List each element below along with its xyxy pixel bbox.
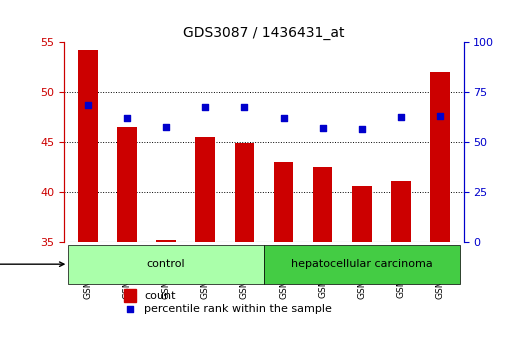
Bar: [391, 181, 410, 242]
Title: GDS3087 / 1436431_at: GDS3087 / 1436431_at: [183, 26, 345, 40]
Point: [436, 114, 444, 119]
Point: [318, 126, 327, 131]
Bar: [235, 143, 254, 242]
Bar: [313, 167, 332, 242]
Point: [162, 125, 170, 130]
Point: [241, 105, 249, 110]
Bar: [273, 162, 293, 242]
Bar: [196, 137, 215, 242]
FancyBboxPatch shape: [68, 245, 264, 284]
Bar: [117, 127, 137, 242]
Bar: [157, 240, 176, 242]
Text: percentile rank within the sample: percentile rank within the sample: [144, 304, 332, 314]
Point: [279, 116, 287, 121]
Point: [84, 103, 92, 108]
Text: hepatocellular carcinoma: hepatocellular carcinoma: [291, 259, 433, 269]
Point: [123, 116, 131, 121]
Bar: [78, 51, 98, 242]
Text: disease state: disease state: [0, 259, 64, 269]
Bar: [430, 73, 450, 242]
Point: [201, 105, 210, 110]
Bar: [352, 187, 371, 242]
FancyBboxPatch shape: [264, 245, 459, 284]
Point: [126, 307, 134, 312]
Point: [397, 115, 405, 120]
Point: [357, 127, 366, 132]
Text: control: control: [147, 259, 185, 269]
Text: count: count: [144, 291, 176, 301]
Bar: [124, 289, 136, 302]
